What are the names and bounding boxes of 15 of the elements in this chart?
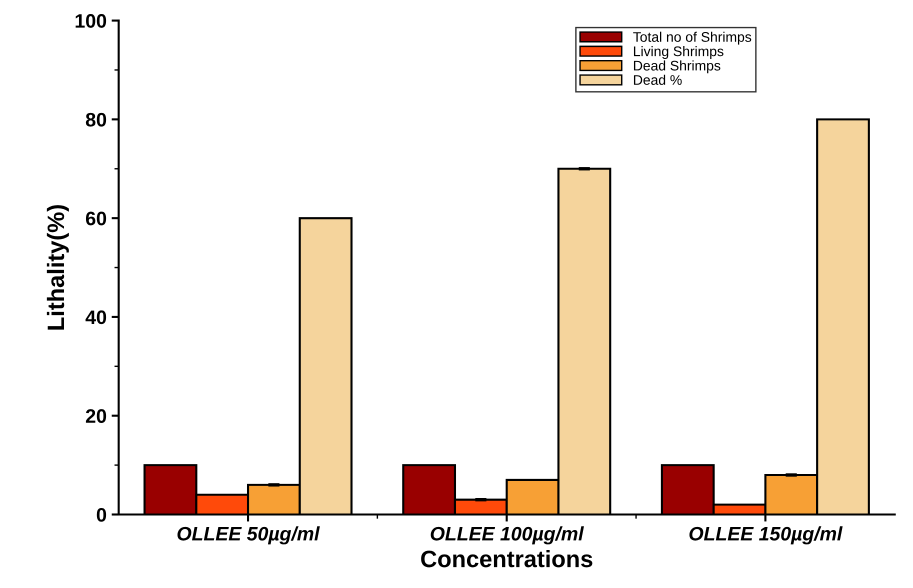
legend-label: Living Shrimps — [634, 46, 724, 59]
y-tick-label: 60 — [86, 212, 106, 226]
legend-label: Total no of Shrimps — [633, 32, 752, 45]
x-tick-label: OLLEE 100µg/ml — [430, 526, 584, 544]
y-axis-title: Lithality(%) — [46, 205, 69, 330]
y-tick-label: 100 — [76, 14, 106, 28]
x-tick-label: OLLEE 150µg/ml — [689, 526, 843, 544]
x-tick-label: OLLEE 50µg/ml — [177, 526, 320, 544]
y-tick-label: 80 — [86, 112, 106, 127]
y-tick-label: 0 — [96, 508, 106, 522]
y-tick-label: 20 — [86, 409, 106, 423]
y-tick-label: 40 — [86, 310, 106, 324]
legend-label: Dead Shrimps — [634, 60, 720, 74]
x-axis-title: Concentrations — [421, 550, 592, 568]
legend-label: Dead % — [634, 74, 682, 85]
